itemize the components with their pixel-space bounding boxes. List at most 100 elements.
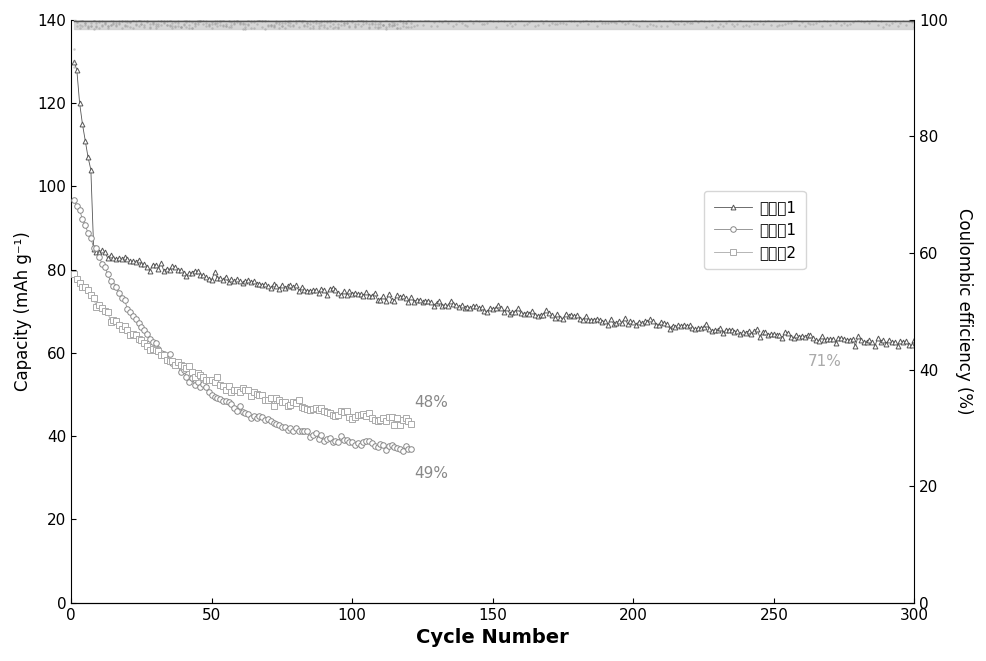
- Point: [243, 14, 258, 24]
- Point: [262, 20, 278, 30]
- Point: [381, 19, 396, 30]
- Point: [184, 23, 200, 34]
- Point: [232, 17, 247, 27]
- Point: [824, 14, 840, 24]
- Point: [647, 20, 663, 31]
- Point: [248, 14, 264, 24]
- Point: [122, 17, 138, 27]
- Point: [364, 19, 380, 29]
- Point: [372, 22, 387, 33]
- Point: [321, 15, 337, 25]
- 对比例1: [296, 427, 308, 435]
- Point: [119, 17, 135, 28]
- Point: [650, 15, 666, 25]
- Point: [223, 22, 239, 32]
- Point: [423, 20, 439, 31]
- Point: [305, 21, 320, 32]
- Point: [246, 23, 261, 34]
- Point: [496, 16, 512, 26]
- Point: [97, 18, 112, 28]
- Point: [259, 20, 275, 31]
- Point: [627, 20, 643, 30]
- Point: [768, 20, 784, 31]
- Point: [215, 21, 231, 32]
- Point: [139, 17, 155, 27]
- Point: [420, 15, 436, 26]
- Point: [487, 22, 503, 32]
- Point: [274, 20, 290, 31]
- Point: [125, 15, 141, 25]
- Point: [145, 17, 161, 28]
- Point: [698, 21, 714, 32]
- Point: [667, 19, 682, 29]
- Point: [136, 13, 152, 24]
- Point: [119, 14, 135, 24]
- Point: [75, 15, 91, 25]
- Point: [204, 19, 220, 29]
- Point: [103, 14, 118, 24]
- Point: [388, 23, 404, 34]
- Point: [549, 19, 565, 30]
- Point: [282, 19, 298, 29]
- Point: [782, 17, 798, 28]
- Line: 实施例1: 实施例1: [72, 59, 916, 348]
- Point: [610, 15, 626, 25]
- Point: [838, 19, 854, 30]
- Point: [532, 15, 548, 25]
- 对比例1: [383, 442, 394, 449]
- 实施例1: [776, 334, 788, 342]
- Point: [302, 15, 317, 26]
- Point: [387, 20, 402, 30]
- Point: [524, 14, 539, 24]
- Point: [215, 19, 231, 30]
- Line: 对比例1: 对比例1: [71, 198, 414, 453]
- Point: [394, 20, 410, 31]
- Point: [130, 15, 146, 25]
- Point: [387, 19, 402, 30]
- Point: [181, 16, 197, 26]
- Legend: 实施例1, 对比例1, 对比例2: 实施例1, 对比例1, 对比例2: [704, 191, 805, 269]
- Point: [83, 21, 99, 32]
- Point: [238, 23, 253, 34]
- Point: [181, 22, 197, 33]
- Point: [605, 17, 621, 27]
- Point: [268, 17, 284, 27]
- Point: [484, 16, 500, 26]
- Point: [150, 19, 166, 29]
- Point: [113, 15, 129, 26]
- Point: [622, 15, 638, 26]
- Point: [133, 19, 149, 29]
- Point: [262, 20, 278, 30]
- Point: [577, 15, 593, 26]
- Point: [113, 22, 129, 33]
- Point: [162, 15, 177, 26]
- Point: [440, 18, 456, 28]
- 对比例1: [279, 423, 291, 431]
- Point: [150, 14, 166, 24]
- Point: [108, 21, 124, 32]
- Point: [499, 20, 515, 30]
- Point: [381, 19, 396, 30]
- Point: [867, 15, 882, 25]
- Point: [613, 17, 629, 27]
- Point: [246, 13, 261, 24]
- Point: [184, 17, 200, 27]
- Point: [318, 17, 334, 27]
- Point: [316, 20, 331, 30]
- Point: [332, 20, 348, 30]
- Point: [170, 20, 185, 31]
- Point: [148, 19, 164, 29]
- Point: [153, 19, 169, 30]
- Point: [122, 21, 138, 32]
- Point: [94, 20, 109, 31]
- Point: [391, 22, 407, 33]
- Point: [454, 19, 469, 29]
- Point: [69, 17, 85, 28]
- Point: [706, 15, 722, 25]
- Point: [678, 17, 694, 27]
- Point: [274, 20, 290, 31]
- 对比例2: [211, 373, 223, 381]
- 对比例1: [68, 196, 80, 204]
- Point: [156, 17, 172, 27]
- Point: [473, 19, 489, 29]
